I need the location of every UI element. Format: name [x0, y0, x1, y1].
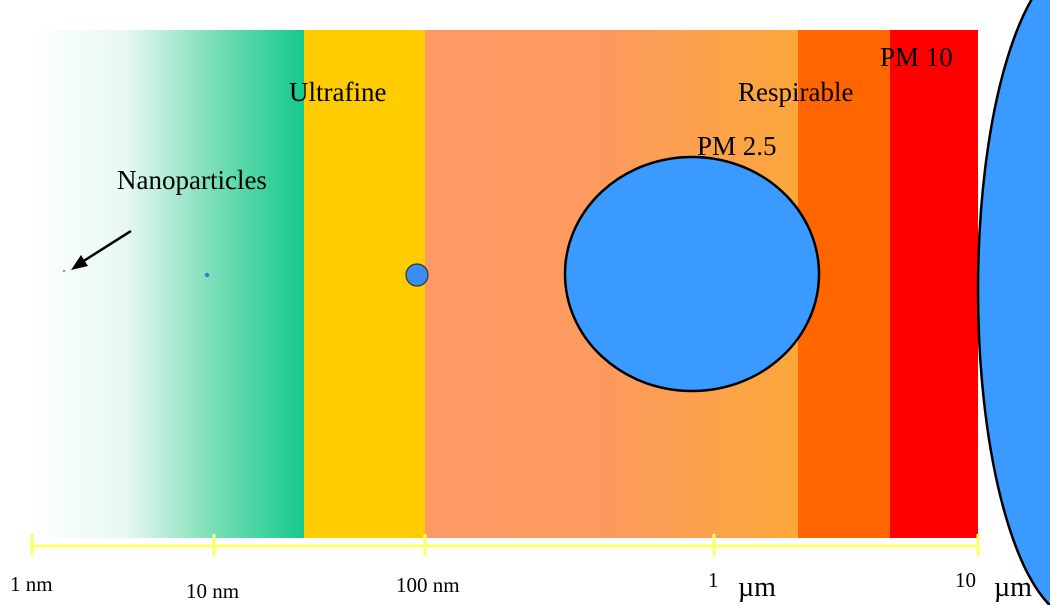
tick-label-10nm: 10 nm: [186, 579, 239, 603]
nanoparticle-arrow: [81, 229, 132, 264]
ultrafine-band: [304, 30, 425, 538]
tick-label-100nm: 100 nm: [396, 573, 460, 597]
tick-label-10: 10: [955, 568, 976, 592]
tick-label-1nm: 1 nm: [10, 572, 53, 596]
nanoparticle-dot-1nm: [62, 269, 66, 273]
label-ultrafine: Ultrafine: [289, 77, 386, 107]
pm10-particle: [976, 0, 1050, 605]
nanoparticle-band: [30, 30, 304, 538]
label-pm25: PM 2.5: [697, 131, 777, 161]
tick-label-10-unit: µm: [994, 572, 1032, 603]
ultrafine-particle: [405, 263, 429, 287]
label-nanoparticles: Nanoparticles: [117, 165, 267, 195]
nanoparticle-arrowhead: [71, 255, 88, 270]
size-scale: [30, 534, 980, 556]
pm10-band: [890, 30, 978, 538]
pm25-particle: [563, 155, 821, 393]
label-pm10: PM 10: [880, 42, 953, 72]
label-respirable: Respirable: [738, 77, 853, 107]
nanoparticle-dot-10nm: [204, 272, 210, 278]
tick-label-1-unit: µm: [738, 572, 776, 603]
tick-label-1: 1: [708, 568, 719, 592]
